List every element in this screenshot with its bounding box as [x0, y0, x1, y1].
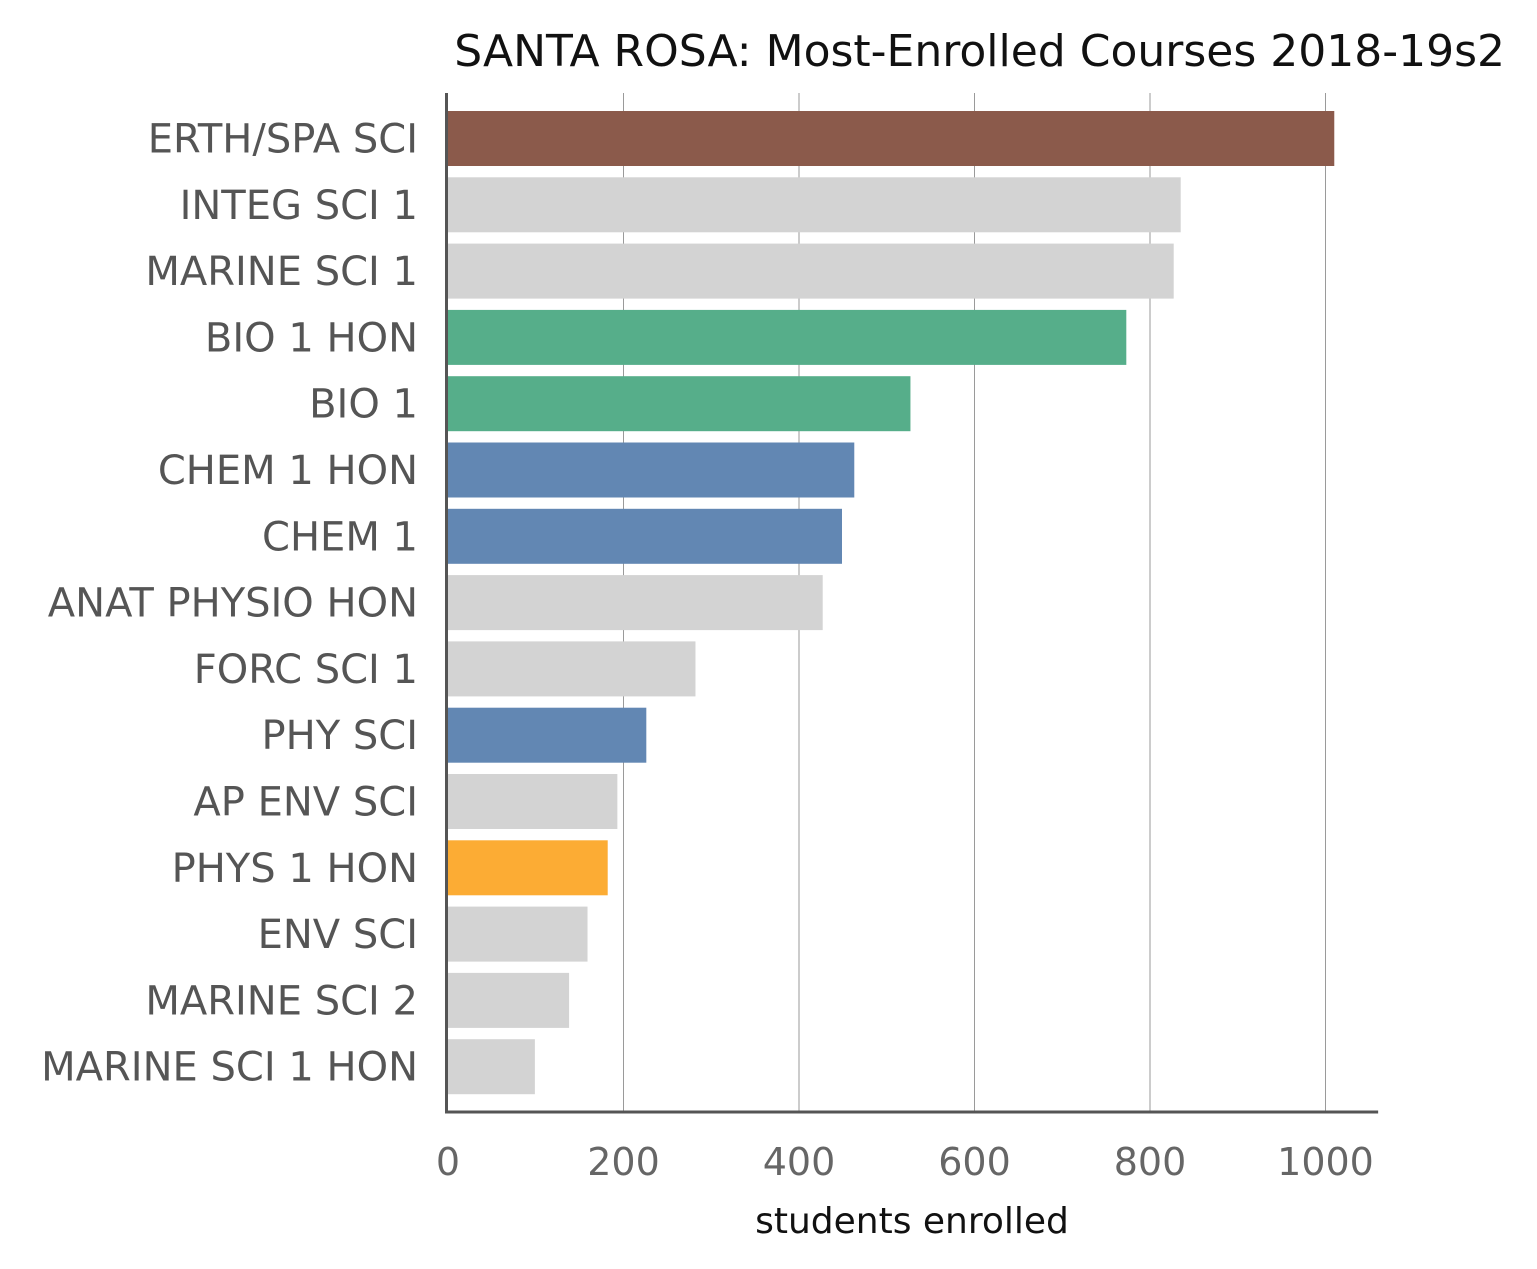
bar [448, 972, 570, 1028]
category-label: CHEM 1 HON [158, 448, 418, 494]
x-tick-label: 400 [763, 1140, 836, 1184]
x-tick-label: 600 [938, 1140, 1011, 1184]
category-label: FORC SCI 1 [194, 647, 418, 693]
category-label: ENV SCI [258, 912, 418, 958]
x-axis-title: students enrolled [755, 1201, 1069, 1242]
bar [448, 774, 618, 829]
x-tick-label: 200 [587, 1140, 660, 1184]
category-label: MARINE SCI 1 HON [41, 1045, 418, 1091]
category-label: PHY SCI [262, 713, 418, 759]
x-tick-label: 0 [436, 1140, 460, 1184]
category-label: MARINE SCI 1 [145, 249, 418, 295]
bar [448, 376, 911, 432]
bar [448, 508, 842, 564]
bar-layer [448, 111, 1335, 1095]
category-label: ANAT PHYSIO HON [48, 581, 418, 627]
bar [448, 1039, 535, 1095]
bar [448, 177, 1181, 233]
bar [448, 309, 1127, 365]
bar [448, 641, 696, 697]
category-label: CHEM 1 [262, 514, 418, 560]
category-label-layer: ERTH/SPA SCI INTEG SCI 1 MARINE SCI 1 BIO 1… [41, 117, 418, 1091]
category-label: AP ENV SCI [193, 780, 418, 826]
bar [448, 575, 823, 631]
category-label: BIO 1 HON [205, 315, 418, 361]
category-label: PHYS 1 HON [172, 846, 418, 892]
bar [448, 243, 1174, 299]
x-tick-label: 1000 [1277, 1140, 1374, 1184]
bar [448, 111, 1335, 166]
bar [448, 707, 647, 763]
bar [448, 840, 608, 896]
category-label: INTEG SCI 1 [180, 183, 418, 229]
x-tick-layer: 0 200 400 600 800 1000 [436, 1140, 1374, 1184]
bar [448, 906, 588, 962]
category-label: ERTH/SPA SCI [148, 117, 418, 163]
chart-title: SANTA ROSA: Most-Enrolled Courses 2018-1… [454, 26, 1505, 77]
category-label: MARINE SCI 2 [145, 978, 418, 1024]
category-label: BIO 1 [309, 382, 418, 428]
bar [448, 442, 855, 498]
x-tick-label: 800 [1114, 1140, 1187, 1184]
